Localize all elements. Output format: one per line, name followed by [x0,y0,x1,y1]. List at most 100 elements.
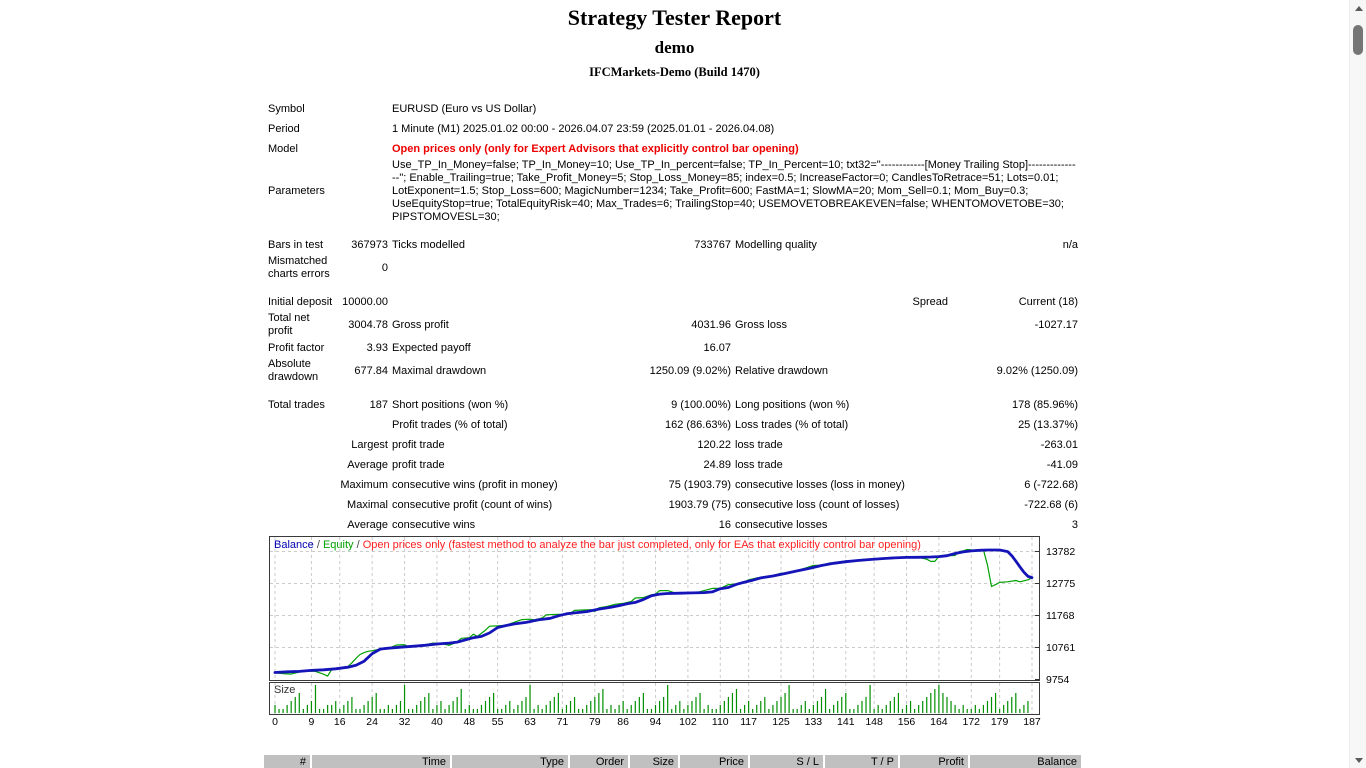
x-axis-labels: 0 9 16 24 32 40 48 55 63 71 79 86 94 102 110 117 125 133 1… [269,715,1041,728]
stats-row [266,224,1080,235]
stat-value: -41.09 [1046,458,1078,471]
stat-label [266,475,338,495]
stat-value: 3 [1071,518,1078,531]
x-axis-label: 102 [679,716,697,728]
stat-label: Total trades [268,398,325,411]
stat-value: 10000.00 [342,295,388,308]
trade-header-cell: T / P [825,755,898,768]
x-axis-label: 94 [649,716,662,728]
stat-label: Bars in test [268,238,324,251]
stats-row: Profit trades (% of total) 162 (86.63%) Lo… [266,415,1080,435]
stat-label: consecutive profit (count of wins) [392,498,553,511]
x-axis-label: 148 [865,716,883,728]
report-subtitle: demo [654,38,695,57]
stats-row: Model Open prices only (only for Expert A… [266,139,1080,159]
x-axis-label: 172 [962,716,981,728]
x-axis-label: 110 [711,716,729,728]
stats-row: Largest profit trade 120.22 loss trade -263.… [266,435,1080,455]
trade-header-cell: Order [570,755,628,768]
stat-label: Ticks modelled [392,238,465,251]
stats-row: Bars in test 367973 Ticks modelled 733767 Mo… [266,235,1080,255]
trade-header-cell: Size [630,755,678,768]
trade-header-cell: Time [312,755,450,768]
stat-value: 162 (86.63%) [664,418,731,431]
stat-value: 187 [369,398,388,411]
trade-header-cell: Type [452,755,568,768]
stats-row: Absolute drawdown 677.84 Maximal drawdown 1… [266,358,1080,384]
stat-label: loss trade [735,458,783,471]
stat-value [950,255,1080,281]
trade-header-cell: Balance [970,755,1081,768]
y-axis-label: 13782 [1046,545,1076,558]
stat-value: -1027.17 [1034,318,1078,331]
stat-value: -722.68 (6) [1024,498,1078,511]
stat-label: Profit trades (% of total) [392,418,508,431]
stat-value: 3.93 [366,341,388,354]
report-content: Strategy Tester Report demo IFCMarkets-D… [265,5,1084,728]
stat-label: Gross loss [735,318,787,331]
scrollbar-down-button[interactable] [1350,752,1366,768]
stat-value: n/a [1062,238,1078,251]
stats-row: Period 1 Minute (M1) 2025.01.02 00:00 - 2… [266,119,1080,139]
stat-label: Absolute drawdown [268,358,319,383]
stat-value [575,292,733,312]
stat-label [266,455,338,475]
stat-label: Relative drawdown [735,364,828,377]
stat-value: 733767 [694,238,731,251]
scrollbar-up-button[interactable] [1350,0,1366,16]
vertical-scrollbar[interactable] [1349,0,1366,768]
y-axis-label: 10761 [1046,641,1076,654]
x-axis-label: 32 [398,716,411,728]
stat-value: 16.07 [703,341,731,354]
y-axis-label: 12775 [1046,577,1076,590]
x-axis-label: 133 [804,716,823,728]
x-axis-label: 141 [837,716,855,728]
equity-line [274,548,1033,677]
stat-value: 16 [718,518,731,531]
stat-value: 25 (13.37%) [1018,418,1078,431]
scrollbar-thumb[interactable] [1353,25,1363,55]
stat-value: 9.02% (1250.09) [996,364,1078,377]
stat-value: 1903.79 (75) [668,498,731,511]
stat-value: -263.01 [1040,438,1078,451]
stat-label [733,255,950,281]
stat-label: Maximal drawdown [392,364,487,377]
stat-value: 4031.96 [691,318,731,331]
stat-label [266,415,338,435]
report-broker-line: IFCMarkets-Demo (Build 1470) [589,65,760,79]
stat-value: 1 Minute (M1) 2025.01.02 00:00 - 2026.04… [392,122,775,135]
x-axis-label: 40 [431,716,443,728]
size-chart-panel: Size [269,682,1040,715]
legend-model-note: Open prices only (fastest method to anal… [362,539,921,551]
stat-value: 9 (100.00%) [671,398,731,411]
down-arrow-icon [1354,757,1363,763]
stat-label [266,495,338,515]
legend-separator: / [316,539,323,551]
stat-value: 178 (85.96%) [1011,398,1078,411]
stat-value: 3004.78 [348,318,388,331]
stat-value: Open prices only (only for Expert Adviso… [392,142,799,155]
x-axis-label: 156 [897,716,916,728]
stat-value [950,338,1080,358]
x-axis-label: 63 [524,716,536,728]
stat-label: Profit factor [268,341,325,354]
stat-label: Loss trades (% of total) [735,418,849,431]
stats-row [266,384,1080,395]
legend-separator: / [356,539,363,551]
stat-value: 0 [381,261,388,274]
chart-legend: Balance / Equity / Open prices only (fas… [274,539,921,551]
stat-label: Model [268,142,298,155]
stats-row: Maximum consecutive wins (profit in money… [266,475,1080,495]
stat-value: Maximal [347,498,388,511]
stat-value: Largest [351,438,388,451]
stat-label: consecutive wins [392,518,476,531]
x-axis-label: 117 [740,716,757,728]
stats-row: Total net profit 3004.78 Gross profit 4031.… [266,312,1080,338]
size-axis-title: Size [274,684,296,696]
balance-line [273,548,1034,674]
size-chart-canvas [274,683,1033,714]
stat-label [390,255,575,281]
x-axis-label: 9 [308,716,315,728]
stat-value: Current (18) [1018,295,1078,308]
stats-row: Total trades 187 Short positions (won %) 9 … [266,395,1080,415]
